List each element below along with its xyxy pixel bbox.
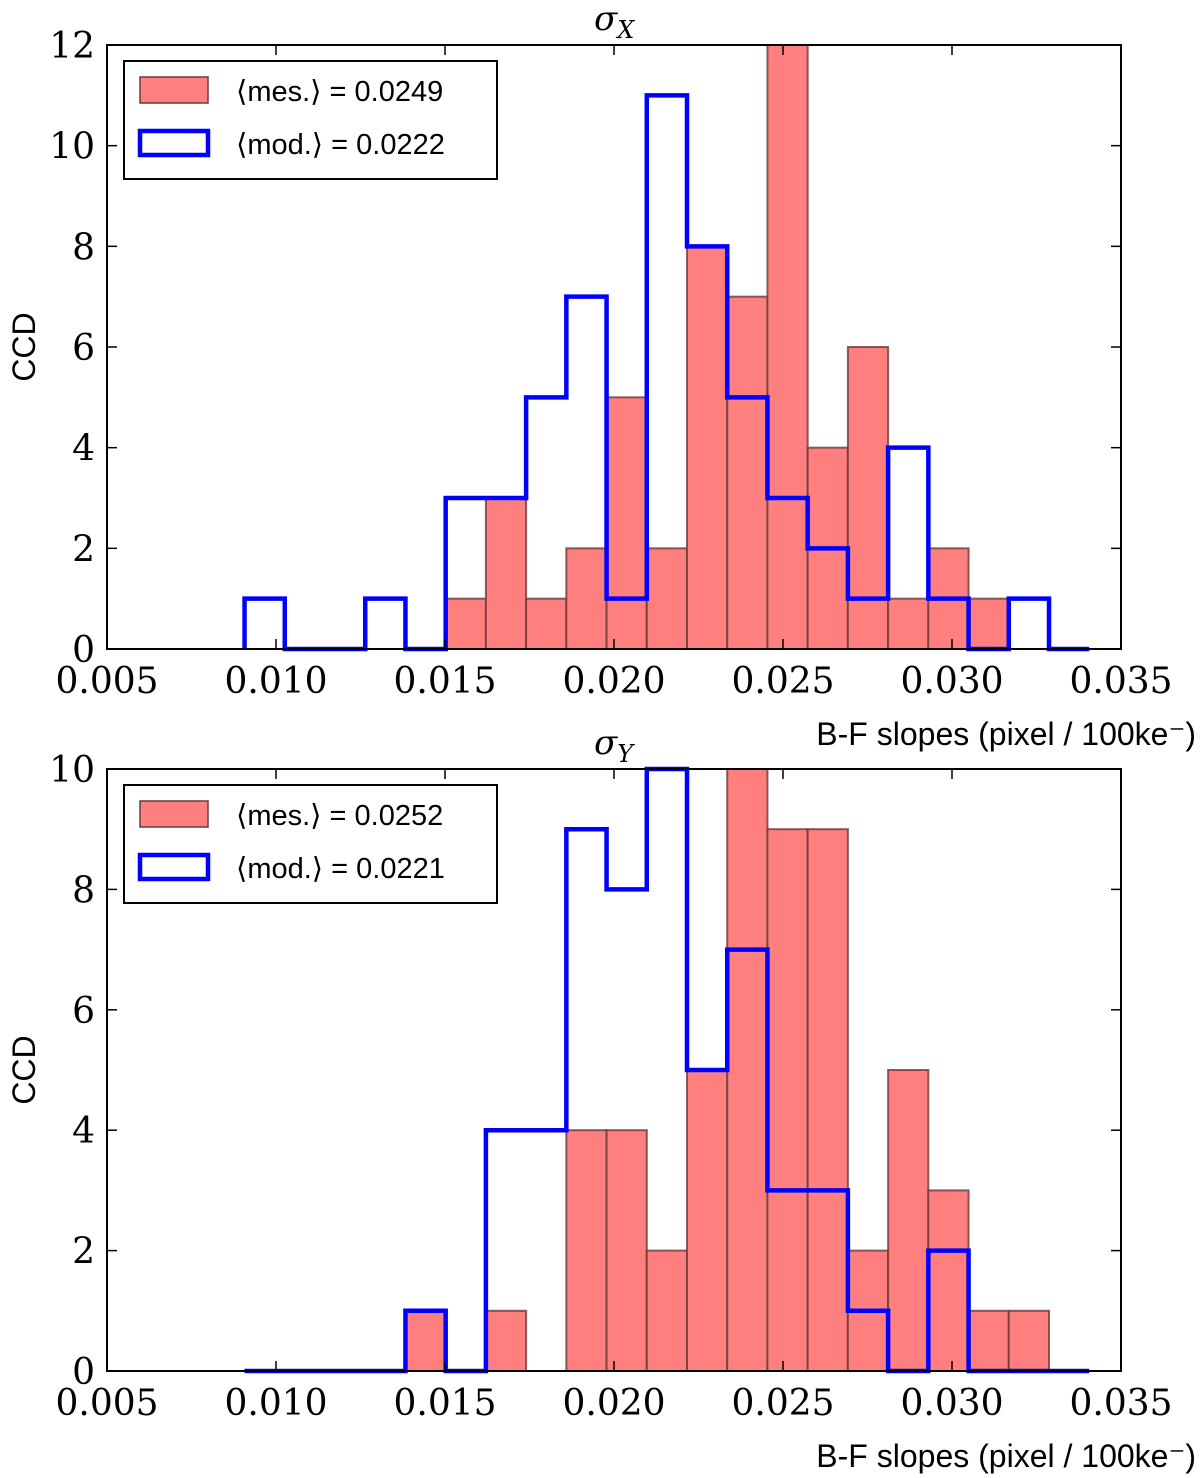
bar-measured <box>1007 1309 1051 1373</box>
bar-measured <box>806 828 849 1372</box>
x-tick-label: 0.010 <box>224 1383 327 1424</box>
y-tick-label: 6 <box>72 991 95 1032</box>
y-tick-label: 8 <box>72 227 95 268</box>
x-tick-label: 0.005 <box>55 661 158 702</box>
bar-measured <box>404 1309 447 1373</box>
legend-label-measured: ⟨mes.⟩ = 0.0249 <box>236 76 443 108</box>
bar-measured <box>484 497 528 650</box>
y-tick-label: 12 <box>49 26 95 67</box>
bar-measured <box>887 1069 930 1372</box>
bar-measured <box>686 245 729 650</box>
bar-measured <box>766 44 809 650</box>
x-tick-label: 0.020 <box>562 1383 665 1424</box>
panel-title: σY <box>594 723 635 768</box>
bar-measured <box>645 547 689 650</box>
legend-label-model: ⟨mod.⟩ = 0.0222 <box>236 129 445 161</box>
bar-measured <box>444 597 487 651</box>
y-tick-label: 6 <box>72 328 95 369</box>
bar-measured <box>846 346 890 650</box>
legend-swatch-measured <box>139 800 209 828</box>
legend-swatch-model <box>137 128 211 158</box>
bar-measured <box>484 1309 528 1373</box>
bar-measured <box>565 1129 608 1372</box>
x-tick-label: 0.015 <box>393 1383 496 1424</box>
bar-measured <box>967 597 1010 651</box>
y-tick-label: 10 <box>49 750 95 791</box>
bar-measured <box>605 1129 648 1372</box>
bar-measured <box>645 1249 689 1372</box>
y-axis-label: CCD <box>6 312 42 381</box>
x-tick-label: 0.010 <box>224 661 327 702</box>
legend-swatch-model <box>137 852 211 882</box>
y-axis-label: CCD <box>6 1035 42 1104</box>
panel-sigma-x: 0.005 0.010 0.015 0.020 0.025 0.030 0.035 0 2 4 6 8… <box>6 0 1196 752</box>
x-tick-label: 0.030 <box>900 661 1003 702</box>
panel-sigma-y: 0.005 0.010 0.015 0.020 0.025 0.030 0.035 0 2 4 6 8… <box>6 723 1196 1474</box>
bar-measured <box>887 597 930 651</box>
x-axis-label: B-F slopes (pixel / 100ke⁻) <box>816 716 1196 752</box>
x-tick-label: 0.035 <box>1069 661 1172 702</box>
bar-measured <box>686 1069 729 1372</box>
bar-measured <box>525 597 568 651</box>
legend-swatch-measured <box>139 76 209 104</box>
legend-label-model: ⟨mod.⟩ = 0.0221 <box>236 853 445 885</box>
x-tick-label: 0.030 <box>900 1383 1003 1424</box>
x-tick-label: 0.035 <box>1069 1383 1172 1424</box>
legend: ⟨mes.⟩ = 0.0252 ⟨mod.⟩ = 0.0221 <box>123 784 498 904</box>
plot-area: 0.005 0.010 0.015 0.020 0.025 0.030 0.035 0 2 4 6 8… <box>49 750 1172 1424</box>
legend: ⟨mes.⟩ = 0.0249 ⟨mod.⟩ = 0.0222 <box>123 60 498 180</box>
y-tick-label: 4 <box>72 1111 95 1152</box>
panel-title: σX <box>594 0 635 44</box>
x-tick-label: 0.005 <box>55 1383 158 1424</box>
y-tick-label: 10 <box>49 127 95 168</box>
y-tick-label: 8 <box>72 870 95 911</box>
y-tick-label: 2 <box>72 1232 95 1273</box>
y-tick-label: 4 <box>72 429 95 470</box>
x-tick-label: 0.015 <box>393 661 496 702</box>
plot-area: 0.005 0.010 0.015 0.020 0.025 0.030 0.035 0 2 4 6 8… <box>49 26 1172 702</box>
x-tick-label: 0.020 <box>562 661 665 702</box>
x-tick-label: 0.025 <box>731 661 834 702</box>
bar-measured <box>565 547 608 650</box>
bar-measured <box>726 295 769 650</box>
bar-measured <box>766 828 809 1372</box>
legend-label-measured: ⟨mes.⟩ = 0.0252 <box>236 800 443 832</box>
y-tick-label: 2 <box>72 529 95 570</box>
bar-measured <box>967 1309 1010 1373</box>
step-line-model <box>242 93 1090 652</box>
y-tick-label: 0 <box>72 630 95 671</box>
bar-measured <box>605 396 648 651</box>
bar-measured <box>726 768 769 1372</box>
x-axis-label: B-F slopes (pixel / 100ke⁻) <box>816 1438 1196 1474</box>
y-tick-label: 0 <box>72 1352 95 1393</box>
x-tick-label: 0.025 <box>731 1383 834 1424</box>
bar-measured <box>927 1189 970 1373</box>
